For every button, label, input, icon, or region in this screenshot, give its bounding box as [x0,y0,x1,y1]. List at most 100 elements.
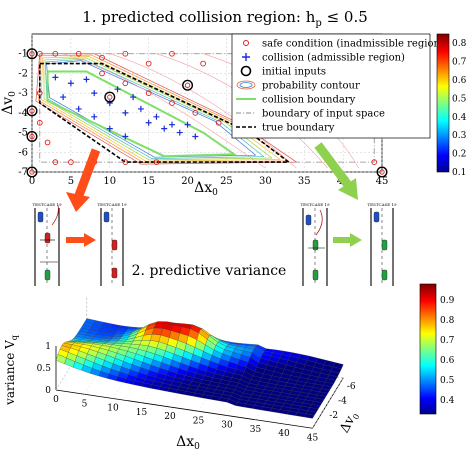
collision-point [83,76,90,83]
bottom-chart: 2. predictive variance 0 5 10 15 20 25 30 35 40 4… [3,263,455,452]
surface-ticks: 0 5 10 15 20 25 30 35 40 45 -2-4-6 1 0.5 0 [37,342,356,443]
collision-point [161,125,168,132]
collision-point [145,119,152,126]
safe-point [99,70,105,77]
colorbar-tick-label: 0.6 [452,76,467,86]
vehicle-icon [44,269,51,281]
safe-point [52,159,59,165]
safe-point [44,139,51,146]
legend-label: boundary of input space [262,109,385,120]
surface-x-tick-label: 10 [107,404,119,414]
scenario-panel: TESTCASE 19 [368,200,397,286]
vehicle-icon [381,269,388,281]
y-tick-label: -2 [18,68,28,79]
collision-point [192,133,199,140]
surface-x-tick-label: 35 [250,425,262,435]
vehicle-icon [373,211,380,223]
safe-point [122,159,129,165]
initial-input-point [104,91,116,103]
x-tick-label: 10 [103,176,116,187]
collision-point [67,80,74,87]
y-tick-label: -6 [18,147,28,158]
safe-point [52,50,59,57]
legend-label: collision boundary [262,95,356,106]
bottom-x-axis-label: Δx0 [176,434,200,452]
top-colorbar [436,33,450,173]
colorbar-tick-label: 0.8 [452,39,467,49]
variance-surface [55,318,344,419]
legend-item: initial inputs [240,65,326,78]
initial-input-point [26,105,38,117]
safe-point [153,159,160,165]
safe-point [75,50,82,57]
initial-input-point-inner [29,108,35,114]
vehicle-icon [37,211,44,223]
top-chart: 1. predicted collision region: hp ≤ 0.5 … [0,8,467,198]
initial-input-point-inner [29,133,35,140]
bottom-colorbar-ticks: 0.9 0.8 0.7 0.6 0.5 0.4 [440,296,455,406]
safe-point [169,100,175,106]
vehicle-icon [312,269,319,281]
top-chart-title: 1. predicted collision region: hp ≤ 0.5 [82,8,368,29]
safe-point [36,119,43,126]
x-tick-label: 5 [68,176,74,187]
collision-point [153,113,160,120]
legend-marker-collision [242,53,250,61]
cut-in-path [51,204,59,226]
surface-y-tick-label: -6 [347,382,356,392]
colorbar-tick-label: 0.9 [440,296,455,306]
surface-x-tick-label: 25 [193,416,205,426]
initial-input-point-inner [29,169,35,175]
y-tick-label: -1 [18,49,28,60]
initial-input-point-inner [29,51,35,57]
safe-point [145,60,152,67]
collision-point [106,100,113,106]
arrow-right-mid-head [350,233,362,247]
vehicle-icon [103,211,110,223]
surface-floor-grid [312,377,344,429]
surface-x-tick-label: 5 [82,399,88,409]
top-y-ticks: -1 -2 -3 -4 -5 -6 -7 [18,49,28,178]
vehicle-icon [381,239,388,251]
x-tick-label: 35 [298,176,311,187]
safe-point [68,159,74,165]
arrow-left-mid-head [84,233,96,247]
legend-item: boundary of input space [236,109,385,120]
arrow-to-right-panel-head [338,178,358,200]
collision-point [60,94,67,101]
legend-label: safe condition (inadmissible region) [262,39,444,50]
vehicle-icon [312,239,319,251]
y-tick-label: -7 [18,167,28,178]
initial-input-point-inner [184,82,191,88]
initial-input-point [26,166,38,178]
surface-y-tick-label: -4 [338,396,347,406]
y-tick-label: -3 [18,88,28,99]
legend-items: safe condition (inadmissible region) coll… [236,39,444,134]
legend-label: initial inputs [262,67,326,78]
top-colorbar-ticks: 0.8 0.7 0.6 0.5 0.4 0.3 0.2 0.1 [452,39,467,178]
vehicle-icon [111,267,118,279]
legend-marker-contour-inner [239,82,253,88]
collision-point [52,74,59,81]
top-y-axis-label: Δv0 [0,91,18,115]
colorbar-tick-label: 0.7 [452,58,467,68]
safe-point [145,90,152,96]
surface-z-tick-label: 0.5 [37,364,52,374]
collision-point [137,105,144,112]
legend-marker-safe [243,40,249,46]
vehicle-icon [305,214,312,226]
surface-x-tick-label: 15 [136,408,148,418]
colorbar-tick-label: 0.1 [452,168,466,178]
bottom-z-axis-label: variance Vq [3,335,19,406]
surface-x-tick-label: 45 [307,433,319,443]
legend-item: safe condition (inadmissible region) [243,39,444,50]
probability-contour-line [46,60,256,158]
legend-label: probability contour [262,81,360,92]
colorbar-tick-label: 0.5 [452,94,467,104]
initial-input-point [26,48,38,60]
surface-y-tick-label: -2 [329,411,338,421]
legend-marker-initial [240,65,252,77]
colorbar-tick-label: 0.4 [440,396,455,406]
arrow-to-right-panel [314,142,352,188]
